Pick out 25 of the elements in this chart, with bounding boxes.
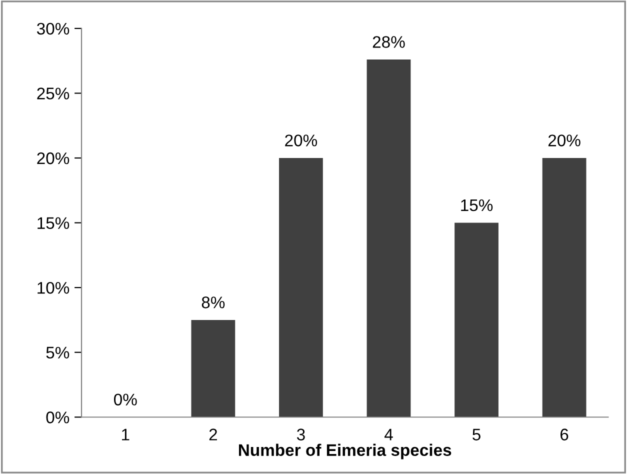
bar xyxy=(279,158,323,418)
y-tick-label: 25% xyxy=(37,88,70,100)
x-tick-label: 2 xyxy=(209,428,217,440)
y-tick-label: 0% xyxy=(46,412,70,424)
bar xyxy=(191,320,236,418)
x-tick-label: 1 xyxy=(122,428,130,440)
data-label: 20% xyxy=(285,134,318,146)
y-tick-label: 10% xyxy=(38,282,70,294)
bar xyxy=(542,158,586,418)
x-tick-label: 3 xyxy=(296,428,305,440)
x-tick-label: 5 xyxy=(472,428,480,440)
data-label: 8% xyxy=(202,296,225,308)
y-tick-label: 5% xyxy=(46,346,70,359)
y-tick-label: 20% xyxy=(37,152,70,164)
data-label: 28% xyxy=(372,36,405,48)
data-label: 20% xyxy=(548,134,580,146)
data-label: 15% xyxy=(461,199,493,212)
x-axis-title: Number of Eimeria species xyxy=(238,444,452,460)
bar xyxy=(454,222,498,418)
bar xyxy=(366,60,411,418)
data-label: 0% xyxy=(114,394,137,406)
x-tick-label: 4 xyxy=(384,428,393,440)
x-tick-label: 6 xyxy=(560,428,568,440)
y-tick-label: 30% xyxy=(36,22,70,35)
y-tick-label: 15% xyxy=(38,217,70,229)
